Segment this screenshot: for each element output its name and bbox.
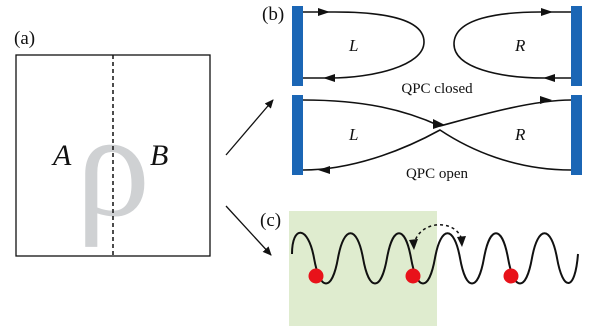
particle bbox=[503, 268, 519, 284]
panel-c: (c) bbox=[260, 210, 579, 326]
lead-right-top bbox=[571, 6, 582, 86]
panel-b-label: (b) bbox=[262, 4, 284, 25]
lead-left-top bbox=[292, 6, 303, 86]
qpc-open-diagram: L R QPC open bbox=[292, 95, 582, 182]
region-a-label: A bbox=[51, 139, 72, 172]
region-l-label-bottom: L bbox=[348, 125, 358, 144]
edge-state-left-loop bbox=[303, 11, 425, 79]
qpc-closed-caption: QPC closed bbox=[401, 81, 473, 97]
panel-a: (a) ρ A B bbox=[14, 28, 211, 257]
region-r-label-bottom: R bbox=[514, 125, 526, 144]
edge-arrow bbox=[323, 74, 335, 82]
region-r-label-top: R bbox=[514, 36, 526, 55]
qpc-open-caption: QPC open bbox=[406, 166, 469, 182]
tunneling-arrowhead-left bbox=[409, 239, 418, 250]
arrow-to-c bbox=[225, 205, 272, 256]
tunneling-arrow bbox=[413, 224, 463, 246]
edge-state-lower bbox=[302, 129, 572, 171]
lead-right-bottom bbox=[571, 95, 582, 175]
qpc-closed-diagram: L R QPC closed bbox=[292, 6, 582, 97]
particle bbox=[405, 268, 421, 284]
arrow-to-b bbox=[225, 99, 274, 156]
region-l-label-top: L bbox=[348, 36, 358, 55]
edge-arrow bbox=[318, 166, 330, 174]
panel-c-label: (c) bbox=[260, 210, 281, 231]
edge-arrow bbox=[433, 119, 445, 129]
lead-left-bottom bbox=[292, 95, 303, 175]
edge-state-right-loop bbox=[453, 11, 571, 79]
panel-a-label: (a) bbox=[14, 28, 35, 49]
edge-arrow bbox=[540, 96, 552, 104]
rho-symbol: ρ bbox=[76, 82, 151, 248]
panel-b: (b) L R QPC closed L R QPC open bbox=[262, 4, 582, 182]
subsystem-highlight bbox=[289, 211, 437, 326]
tunneling-arrowhead-right bbox=[457, 236, 466, 247]
particle bbox=[308, 268, 324, 284]
edge-arrow bbox=[318, 8, 330, 16]
optical-lattice-potential bbox=[291, 231, 579, 285]
edge-arrow bbox=[541, 8, 553, 16]
edge-arrow bbox=[543, 74, 555, 82]
region-b-label: B bbox=[150, 139, 168, 172]
